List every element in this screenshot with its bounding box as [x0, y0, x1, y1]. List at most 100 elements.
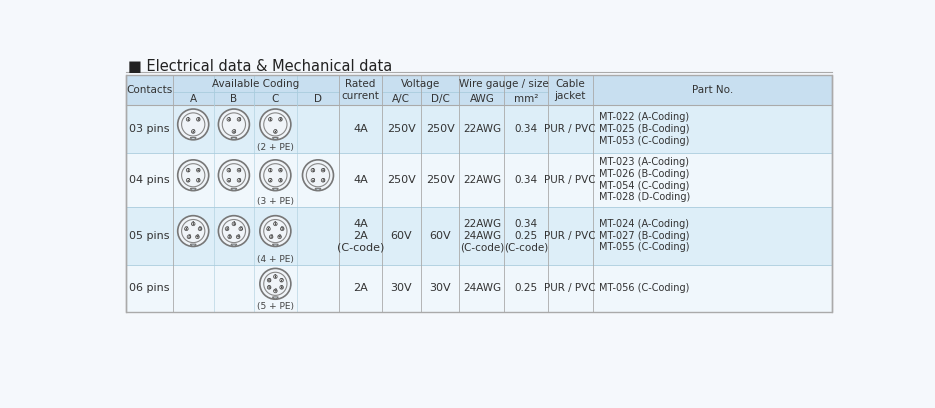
- Circle shape: [219, 160, 250, 191]
- Text: 60V: 60V: [429, 231, 451, 241]
- Text: 2: 2: [232, 129, 236, 134]
- Circle shape: [187, 235, 191, 239]
- Circle shape: [280, 286, 283, 289]
- Polygon shape: [273, 137, 278, 140]
- Text: 1: 1: [227, 168, 230, 173]
- Text: 4: 4: [237, 234, 239, 239]
- Text: Cable
jacket: Cable jacket: [554, 79, 586, 101]
- Polygon shape: [191, 244, 196, 246]
- Circle shape: [268, 228, 269, 229]
- Text: 4: 4: [274, 288, 277, 293]
- Text: 1: 1: [268, 168, 272, 173]
- Circle shape: [269, 170, 271, 171]
- Circle shape: [279, 179, 282, 182]
- Circle shape: [260, 160, 291, 191]
- Circle shape: [274, 222, 277, 226]
- Circle shape: [267, 286, 271, 289]
- Circle shape: [198, 227, 202, 231]
- Text: PUR / PVC: PUR / PVC: [544, 175, 597, 185]
- Circle shape: [280, 180, 281, 181]
- Text: 03 pins: 03 pins: [129, 124, 169, 134]
- Circle shape: [237, 236, 238, 237]
- Text: 3: 3: [187, 234, 191, 239]
- Polygon shape: [273, 188, 278, 190]
- Polygon shape: [273, 297, 278, 299]
- Circle shape: [226, 228, 228, 229]
- Circle shape: [238, 170, 239, 171]
- Text: 5: 5: [267, 285, 271, 290]
- Text: PUR / PVC: PUR / PVC: [544, 231, 597, 241]
- Text: 3: 3: [196, 117, 200, 122]
- Text: 4A
2A
(C-code): 4A 2A (C-code): [337, 219, 384, 252]
- Circle shape: [268, 179, 272, 182]
- Text: 2: 2: [267, 226, 270, 231]
- Polygon shape: [191, 137, 196, 140]
- Circle shape: [237, 179, 241, 182]
- Circle shape: [238, 180, 239, 181]
- Circle shape: [268, 287, 270, 288]
- Bar: [126, 153, 832, 207]
- Text: AWG: AWG: [469, 93, 495, 104]
- Circle shape: [279, 236, 280, 237]
- Circle shape: [193, 131, 194, 132]
- Text: PUR / PVC: PUR / PVC: [544, 124, 597, 134]
- Bar: [126, 75, 832, 312]
- Text: 2: 2: [280, 278, 283, 283]
- Circle shape: [281, 287, 282, 288]
- Text: A/C: A/C: [393, 93, 410, 104]
- Text: MT-023 (A-Coding)
MT-026 (B-Coding)
MT-054 (C-Coding)
MT-028 (D-Coding): MT-023 (A-Coding) MT-026 (B-Coding) MT-0…: [599, 157, 690, 202]
- Text: 2: 2: [185, 226, 188, 231]
- Text: Rated
current: Rated current: [341, 79, 380, 101]
- Text: 2A: 2A: [353, 284, 368, 293]
- Circle shape: [323, 170, 324, 171]
- Text: 0.34: 0.34: [514, 124, 538, 134]
- Text: 5: 5: [239, 226, 242, 231]
- Circle shape: [260, 268, 291, 299]
- Circle shape: [227, 118, 231, 121]
- Circle shape: [269, 119, 271, 120]
- Circle shape: [197, 236, 198, 237]
- Text: Wire gauge / size: Wire gauge / size: [459, 79, 549, 89]
- Circle shape: [197, 170, 199, 171]
- Text: 3: 3: [279, 117, 282, 122]
- Text: 4: 4: [237, 168, 240, 173]
- Circle shape: [322, 169, 324, 172]
- Text: 250V: 250V: [387, 175, 416, 185]
- Text: 2: 2: [274, 129, 277, 134]
- Text: 30V: 30V: [429, 284, 451, 293]
- Circle shape: [274, 275, 277, 278]
- Circle shape: [274, 130, 277, 133]
- Bar: [126, 264, 832, 312]
- Text: 2: 2: [311, 178, 314, 183]
- Circle shape: [275, 223, 276, 224]
- Text: 3: 3: [237, 178, 240, 183]
- Circle shape: [275, 131, 276, 132]
- Text: (2 + PE): (2 + PE): [257, 143, 294, 152]
- Bar: [126, 207, 832, 264]
- Text: C: C: [272, 93, 279, 104]
- Text: 2: 2: [227, 178, 230, 183]
- Circle shape: [186, 169, 190, 172]
- Text: 2: 2: [225, 226, 229, 231]
- Text: D: D: [314, 93, 322, 104]
- Text: 1: 1: [274, 274, 277, 279]
- Circle shape: [237, 118, 241, 121]
- Circle shape: [237, 235, 240, 239]
- Circle shape: [192, 222, 195, 226]
- Circle shape: [279, 118, 282, 121]
- Text: 4: 4: [278, 234, 281, 239]
- Circle shape: [281, 228, 283, 229]
- Text: 5: 5: [280, 226, 284, 231]
- Text: 250V: 250V: [425, 124, 454, 134]
- Text: 3: 3: [279, 178, 282, 183]
- Circle shape: [227, 169, 231, 172]
- Circle shape: [280, 278, 283, 282]
- Circle shape: [232, 130, 236, 133]
- Circle shape: [228, 119, 229, 120]
- Text: 2: 2: [192, 129, 194, 134]
- Circle shape: [178, 216, 209, 246]
- Circle shape: [268, 118, 272, 121]
- Polygon shape: [273, 244, 278, 246]
- Circle shape: [196, 169, 200, 172]
- Bar: [126, 75, 832, 105]
